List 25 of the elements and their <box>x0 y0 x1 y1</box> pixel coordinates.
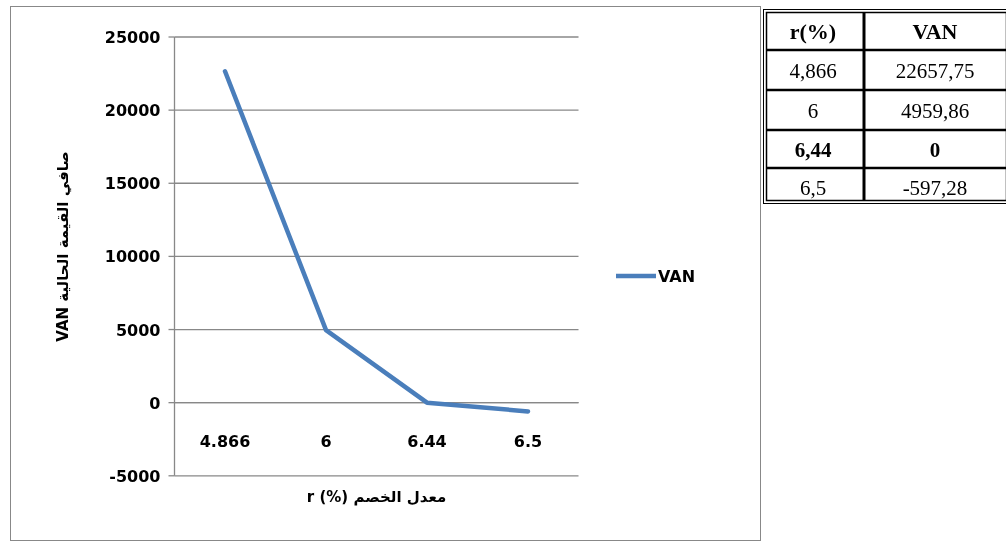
y-tick-label: 25000 <box>104 28 161 47</box>
text: 4959,86 <box>900 99 970 123</box>
text: r(%) <box>789 19 837 44</box>
y-tick-label: 0 <box>149 393 161 413</box>
text: 4,866 <box>789 59 837 83</box>
y-tick-label: 10000 <box>104 247 161 267</box>
x-tick-label: 6 <box>320 431 332 451</box>
y-tick-label: -5000 <box>109 466 161 486</box>
x-tick-label: 6.44 <box>407 431 447 451</box>
x-tick-label: 4.866 <box>199 431 251 451</box>
text: VAN <box>912 19 958 44</box>
y-tick-label: 20000 <box>104 101 161 121</box>
y-tick-label: 5000 <box>115 320 161 340</box>
text: 6,44 <box>794 138 832 162</box>
legend-label: VAN <box>658 267 696 286</box>
line-series <box>222 69 531 414</box>
y-axis-title: صافي القيمة الحالية VAN <box>54 151 72 342</box>
text: 22657,75 <box>895 59 975 83</box>
text: -597,28 <box>902 175 968 200</box>
text: 6,5 <box>799 175 827 200</box>
y-tick-label: 15000 <box>104 174 161 194</box>
x-tick-label: 6.5 <box>513 431 543 451</box>
x-axis-title: معدل الخصم (%) r <box>306 488 447 506</box>
text: 6 <box>807 99 819 123</box>
text: 0 <box>929 138 941 162</box>
